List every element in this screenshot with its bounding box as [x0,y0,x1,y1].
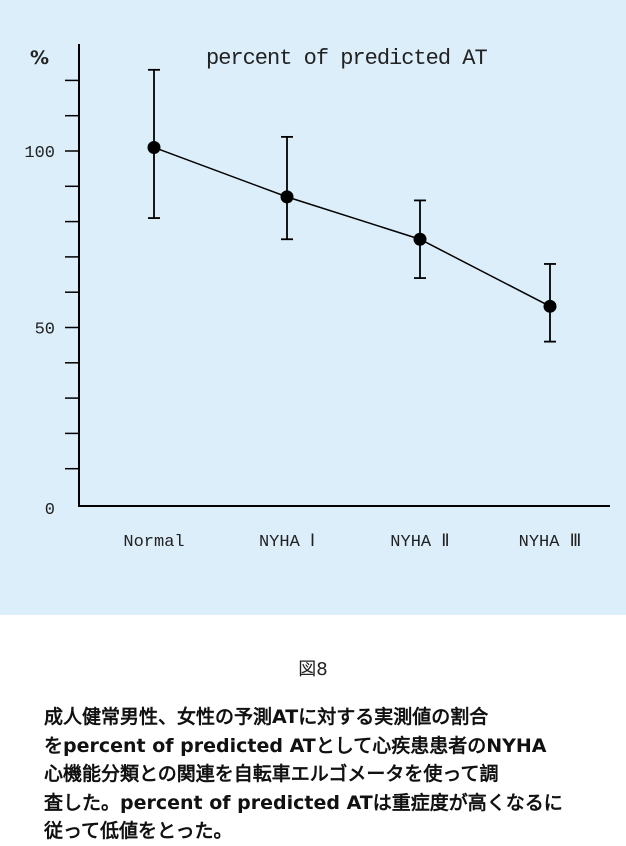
x-category-label: NYHA Ⅱ [390,533,449,552]
x-axis-category-labels: Normal NYHA Ⅰ NYHA Ⅱ NYHA Ⅲ [123,533,581,552]
data-point [543,299,557,313]
chart-title: percent of predicted AT [206,46,487,71]
body-line: 成人健常男性、女性の予測ATに対する実測値の割合 [44,706,489,728]
y-tick-label: 50 [35,321,55,340]
x-category-label: Normal [123,533,184,552]
body-line: をpercent of predicted ATとして心疾患患者のNYHA [44,734,547,757]
y-tick-label: 0 [45,501,55,520]
series-line [153,146,551,307]
y-axis-ticks: 0 50 100 [24,79,79,520]
chart-marks [147,68,557,343]
chart-axes [78,44,610,507]
data-point [147,140,161,154]
figure-caption: 図8 [298,659,328,680]
chart-panel: 0 50 100 % percent of predicted AT Normal N… [0,0,626,615]
data-point [413,232,427,246]
body-line: 査した。percent of predicted ATは重症度が高くなるに [44,791,563,814]
body-line: 従って低値をとった。 [44,820,233,842]
x-category-label: NYHA Ⅲ [519,533,582,552]
y-axis-unit-label: % [30,47,49,69]
body-text: 成人健常男性、女性の予測ATに対する実測値の割合 をpercent of pre… [44,703,604,846]
body-line: 心機能分類との関連を自転車エルゴメータを使って調 [44,763,499,785]
y-tick-label: 100 [24,144,55,163]
data-point [280,190,294,204]
x-category-label: NYHA Ⅰ [259,533,315,552]
